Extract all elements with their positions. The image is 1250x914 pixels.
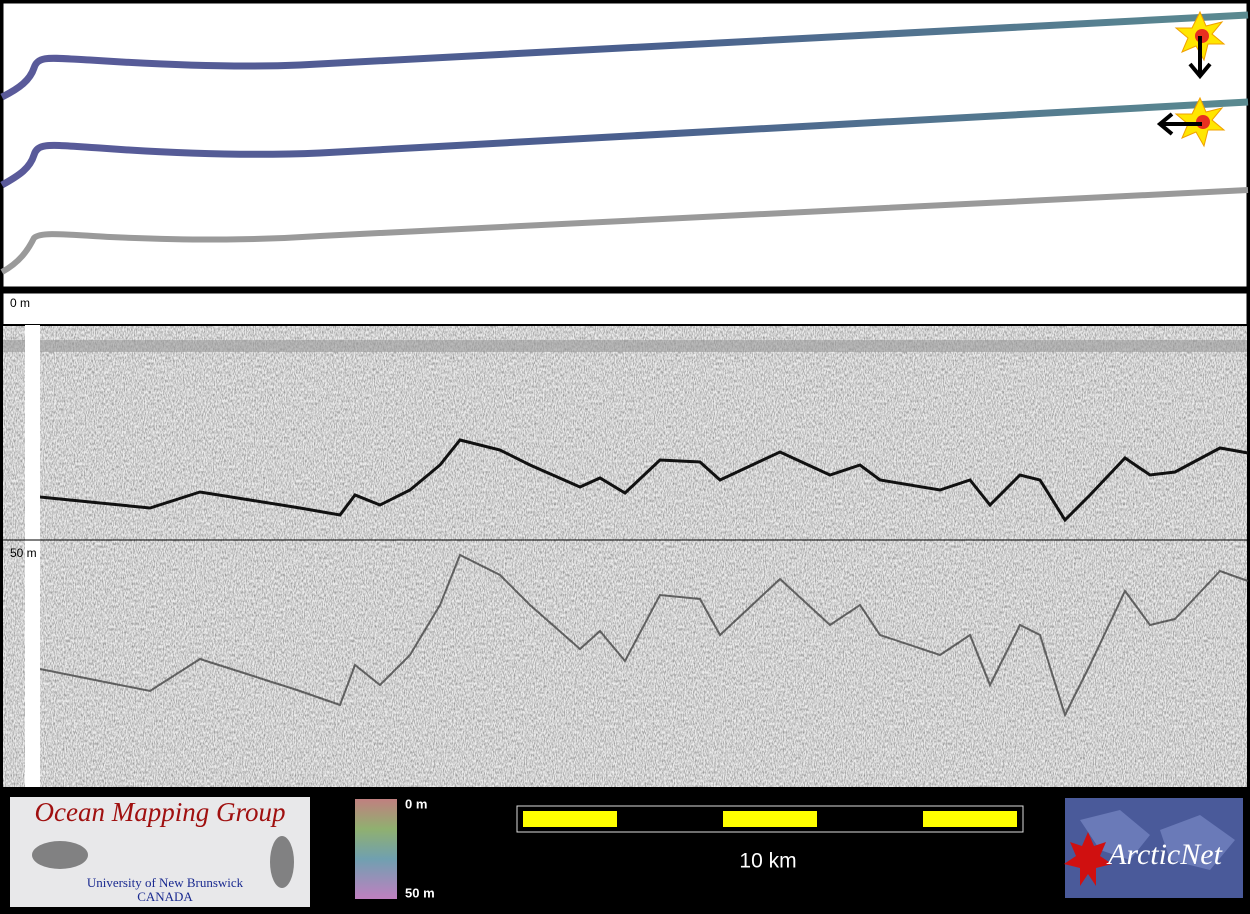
scroll-strip [25, 325, 40, 787]
colorbar-label: 0 m [405, 796, 427, 811]
track-line [0, 11, 1249, 101]
scale-label: 10 km [739, 850, 796, 873]
partner-map [1080, 810, 1235, 870]
surface-band [3, 340, 1247, 352]
depth-label: 0 m [10, 296, 30, 310]
track-line [0, 187, 1249, 275]
partner-text: ArcticNet [1106, 838, 1223, 871]
position-marker [1174, 10, 1226, 80]
track-line [0, 98, 1249, 189]
logo-art [270, 836, 294, 888]
scale-bar [516, 805, 1024, 833]
position-marker [1156, 96, 1226, 148]
logo-country: CANADA [137, 889, 193, 904]
depth-label: 50 m [10, 546, 37, 560]
colorbar-label: 50 m [405, 885, 435, 900]
maple-leaf [1064, 832, 1112, 886]
logo-art [32, 841, 88, 869]
seafloor [39, 438, 1249, 523]
seafloor-multiple [39, 553, 1249, 718]
colorbar [355, 799, 397, 899]
logo-subtitle: University of New Brunswick [87, 875, 244, 890]
profile-noise [3, 325, 1247, 787]
logo-title: Ocean Mapping Group [35, 797, 286, 827]
